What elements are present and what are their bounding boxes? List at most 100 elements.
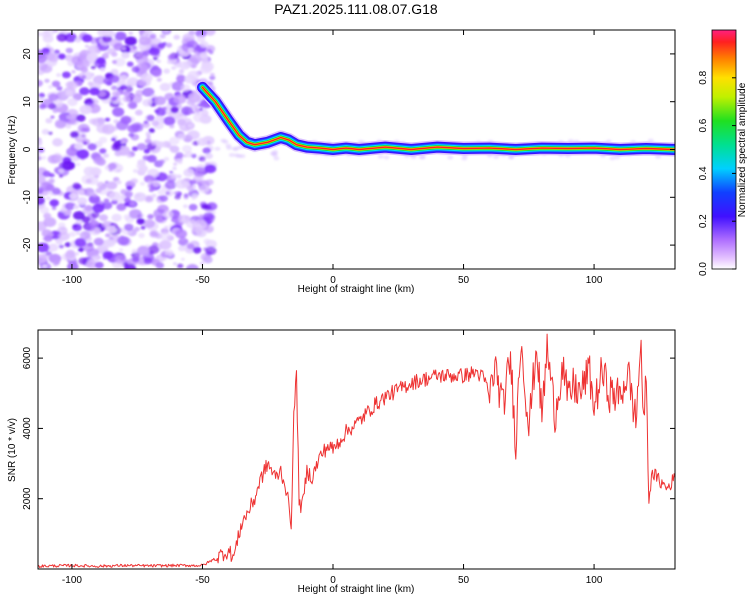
noise-blob [102,123,116,134]
noise-blob [128,31,133,35]
noise-blob [273,156,280,161]
noise-blob [186,185,194,191]
noise-blob [74,252,79,256]
noise-blob [176,263,184,269]
snr-xlabel: Height of straight line (km) [298,584,415,595]
noise-blob [202,108,207,112]
noise-blob [89,51,99,59]
noise-blob [76,231,80,235]
chart-title: PAZ1.2025.111.08.07.G18 [274,1,438,17]
noise-blob [66,114,75,120]
noise-blob [130,153,135,157]
noise-blob [131,248,138,254]
noise-blob [111,213,122,222]
noise-blob [131,122,144,132]
noise-blob [176,74,187,83]
snr-series-line [38,333,675,568]
noise-blob [41,128,50,135]
noise-blob [186,264,199,269]
noise-blob [177,118,187,126]
noise-blob [63,210,71,216]
noise-blob [45,196,51,201]
noise-blob [143,120,149,125]
noise-blob [38,254,47,264]
noise-blob [204,162,210,166]
noise-blob [125,85,133,92]
noise-blob [39,206,50,214]
noise-blob [132,169,138,173]
noise-blob [64,250,76,259]
noise-blob [151,259,160,266]
noise-blob [58,222,66,228]
noise-blob [41,229,53,238]
noise-blob [201,158,206,162]
noise-blob [56,33,68,42]
noise-blob [77,189,85,196]
noise-blob [87,81,94,86]
noise-blob [147,180,153,185]
noise-blob [64,32,77,43]
spectrogram-xtick-label: 100 [586,275,603,286]
noise-blob [191,153,197,159]
noise-blob [112,107,125,117]
noise-blob [117,236,130,246]
colorbar-label: Normalized spectral amplitude [737,82,748,217]
noise-blob [53,260,60,266]
noise-blob [102,201,113,210]
noise-blob [94,261,104,269]
noise-blob [64,54,74,62]
noise-blob [169,136,180,145]
noise-blob [132,256,140,263]
noise-blob [202,147,211,154]
noise-blob [383,155,390,160]
noise-blob [75,162,81,167]
noise-blob [163,68,170,74]
noise-blob [190,63,198,69]
noise-blob [178,214,190,224]
noise-blob [90,65,96,70]
noise-blob [65,47,74,54]
noise-blob [38,175,46,184]
noise-blob [43,212,52,219]
noise-blob [126,61,134,67]
noise-blob [173,94,187,105]
noise-blob [418,155,425,160]
noise-blob [58,244,64,249]
noise-blob [155,215,165,223]
noise-blob [124,263,137,269]
noise-blob [51,206,57,210]
noise-blob [91,117,104,127]
noise-blob [149,33,157,39]
noise-blob [203,238,211,245]
noise-blob [76,114,86,122]
noise-blob [164,225,169,230]
spectrogram-xtick-label: -100 [62,275,82,286]
noise-blob [232,146,238,151]
spectrogram-xtick-label: 50 [458,275,470,286]
noise-blob [140,225,146,230]
noise-blob [199,261,205,265]
noise-blob [94,229,100,234]
noise-blob [130,178,138,184]
noise-blob [140,73,153,83]
spectrogram-xlabel: Height of straight line (km) [298,284,415,295]
noise-blob [73,211,85,220]
noise-blob [139,181,146,186]
noise-blob [84,44,89,48]
noise-blob [71,55,84,65]
noise-blob [647,138,654,143]
noise-blob [38,62,48,71]
noise-blob [136,253,141,257]
noise-blob [146,135,151,139]
noise-blob [177,133,187,140]
noise-blob [151,193,157,198]
noise-blob [102,34,113,43]
noise-blob [152,56,158,61]
noise-blob [38,182,42,188]
noise-blob [49,178,55,183]
noise-blob [199,214,204,219]
noise-blob [41,31,50,38]
snr-ytick-label: 2000 [22,487,33,510]
